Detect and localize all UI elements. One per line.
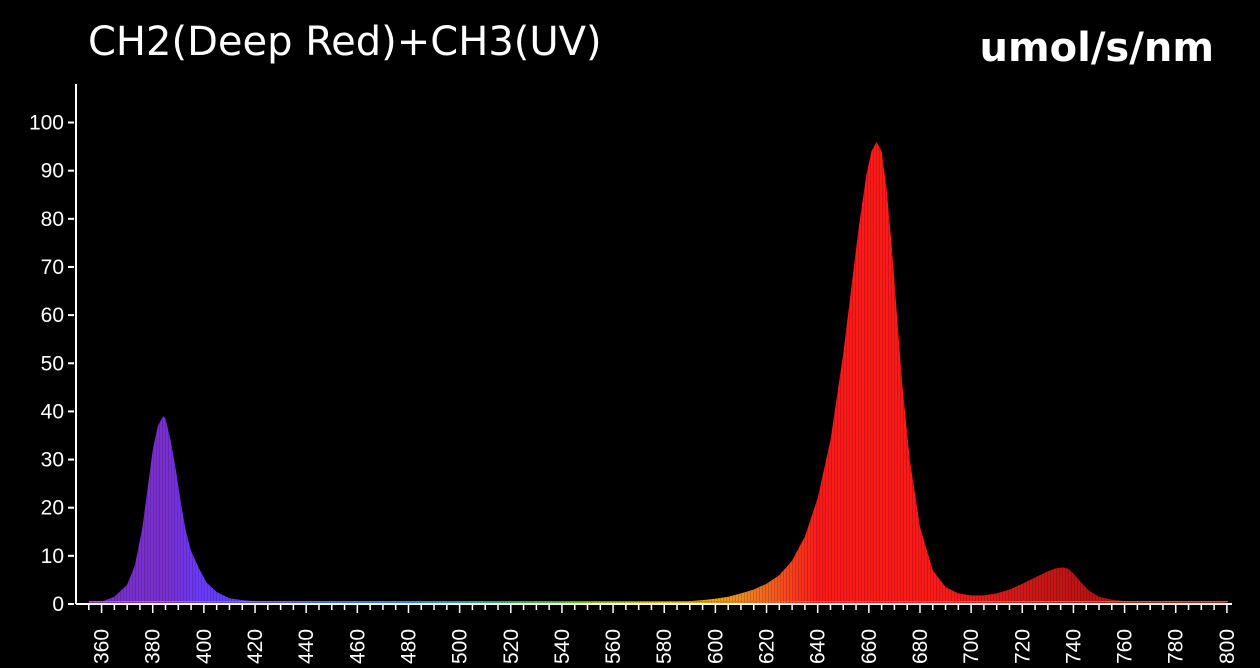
x-tick-label: 580 (653, 629, 676, 664)
x-tick-label: 360 (91, 629, 114, 664)
x-tick-label: 600 (704, 629, 727, 664)
x-tick-label: 540 (551, 629, 574, 664)
y-tick-label: 40 (41, 400, 64, 423)
x-tick-label: 400 (193, 629, 216, 664)
y-tick-label: 30 (41, 449, 64, 472)
y-ticks: 0 10 20 30 40 50 60 70 80 90 100 (29, 112, 74, 616)
axis-layer (75, 84, 1232, 605)
x-tick-label: 720 (1011, 629, 1034, 664)
spectrum-area (88, 141, 1227, 604)
y-tick-label: 20 (41, 497, 64, 520)
x-tick-label: 760 (1114, 629, 1137, 664)
x-tick-label: 620 (756, 629, 779, 664)
y-tick-label: 50 (41, 352, 64, 375)
unit-label: umol/s/nm (979, 25, 1214, 71)
x-ticks: 360 380 400 420 440 460 480 500 520 540 560 580 600 6… (88, 605, 1239, 664)
x-tick-label: 380 (142, 629, 165, 664)
chart-title: CH2(Deep Red)+CH3(UV) (88, 19, 602, 65)
y-tick-label: 10 (41, 545, 64, 568)
x-tick-label: 780 (1165, 629, 1188, 664)
y-tick-label: 80 (41, 208, 64, 231)
y-tick-label: 70 (41, 256, 64, 279)
y-tick-label: 90 (41, 160, 64, 183)
area-layer (88, 141, 1228, 604)
x-tick-label: 520 (500, 629, 523, 664)
y-tick-label: 60 (41, 304, 64, 327)
x-tick-label: 500 (449, 629, 472, 664)
x-tick-label: 440 (295, 629, 318, 664)
x-tick-label: 460 (346, 629, 369, 664)
x-tick-label: 740 (1062, 629, 1085, 664)
y-tick-label: 100 (29, 112, 64, 135)
x-tick-label: 640 (807, 629, 830, 664)
x-tick-label: 480 (397, 629, 420, 664)
x-tick-label: 420 (244, 629, 267, 664)
x-tick-label: 700 (960, 629, 983, 664)
x-tick-label: 660 (858, 629, 881, 664)
y-tick-label: 0 (52, 593, 64, 616)
x-tick-label: 680 (909, 629, 932, 664)
spectrum-area-texture (88, 141, 1227, 604)
x-tick-label: 560 (602, 629, 625, 664)
x-tick-label: 800 (1216, 629, 1239, 664)
